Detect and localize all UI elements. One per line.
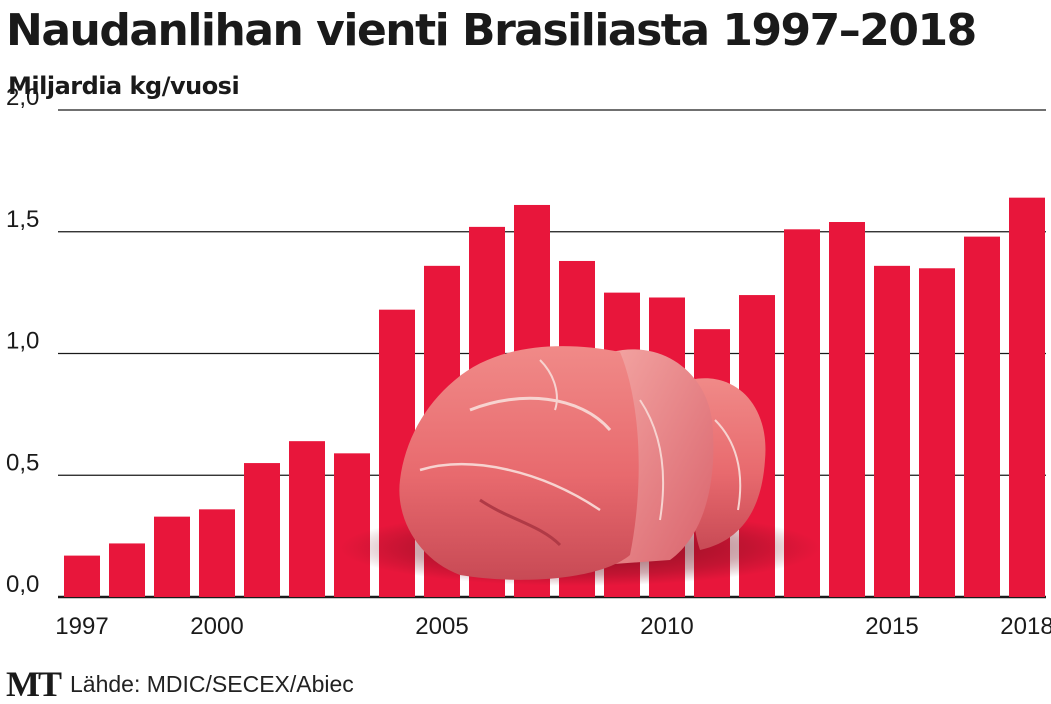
beef-illustration <box>340 346 820 586</box>
y-tick-label: 0,0 <box>6 571 39 598</box>
footer: MT Lähde: MDIC/SECEX/Abiec <box>6 666 354 702</box>
x-tick-label: 2000 <box>190 613 243 640</box>
y-tick-label: 1,5 <box>6 206 39 233</box>
y-axis-label: Miljardia kg/vuosi <box>8 72 240 100</box>
bar-1999 <box>154 516 190 597</box>
bar-1997 <box>64 555 100 597</box>
bar-1998 <box>109 543 145 597</box>
bar-2000 <box>199 509 235 597</box>
x-tick-label: 2005 <box>415 613 468 640</box>
bar-2015 <box>874 265 910 597</box>
bar-2003 <box>334 453 370 597</box>
chart-title: Naudanlihan vienti Brasiliasta 1997–2018 <box>6 5 977 56</box>
bar-2001 <box>244 463 280 597</box>
x-tick-label: 2018 <box>1000 613 1051 640</box>
bar-2002 <box>289 441 325 597</box>
x-tick-labels: 1997 2000 2005 2010 2015 2018 <box>55 613 1051 640</box>
x-tick-label: 2010 <box>640 613 693 640</box>
x-tick-label: 2015 <box>865 613 918 640</box>
y-tick-labels: 0,0 0,5 1,0 1,5 2,0 <box>6 84 39 598</box>
mt-logo: MT <box>6 664 62 704</box>
bar-2014 <box>829 222 865 597</box>
source-text: Lähde: MDIC/SECEX/Abiec <box>70 670 354 697</box>
bar-2016 <box>919 268 955 597</box>
bar-2018 <box>1009 197 1045 597</box>
y-tick-label: 0,5 <box>6 449 39 476</box>
x-tick-label: 1997 <box>55 613 108 640</box>
bar-2017 <box>964 236 1000 597</box>
y-tick-label: 2,0 <box>6 84 39 111</box>
y-tick-label: 1,0 <box>6 328 39 355</box>
